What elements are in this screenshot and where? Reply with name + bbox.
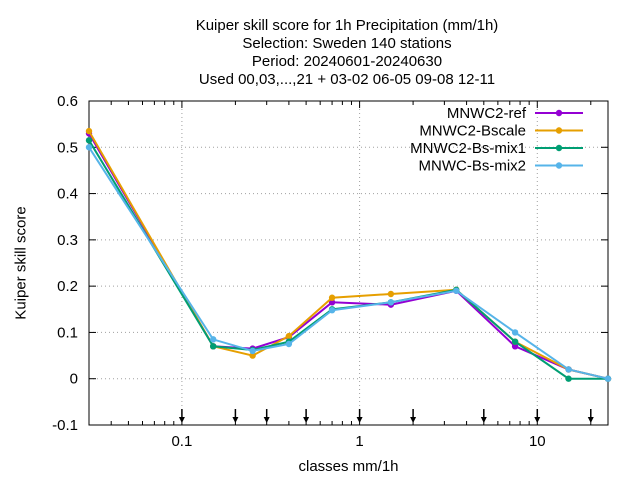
series-line — [88, 146, 609, 380]
data-point — [285, 340, 293, 348]
data-point — [387, 290, 395, 298]
y-tick-label: 0 — [70, 371, 78, 388]
threshold-arrow-head — [410, 417, 417, 423]
threshold-arrow-head — [356, 417, 363, 423]
data-point — [565, 375, 572, 382]
data-point — [85, 127, 93, 135]
data-point — [249, 347, 256, 355]
data-point — [328, 299, 336, 306]
chart-title: Kuiper skill score for 1h Precipitation … — [196, 17, 499, 88]
threshold-arrows — [178, 409, 594, 423]
y-tick-label: 0.3 — [57, 232, 78, 249]
y-tick-label: 0.6 — [57, 93, 78, 110]
y-tick-label: 0.2 — [57, 278, 78, 295]
threshold-arrow-head — [232, 417, 239, 423]
title-line: Used 00,03,...,21 + 03-02 06-05 09-08 12… — [199, 71, 495, 88]
threshold-arrow-head — [303, 417, 310, 423]
x-tick-label: 0.1 — [171, 433, 192, 450]
title-line: Selection: Sweden 140 stations — [242, 35, 451, 52]
threshold-arrow-head — [480, 417, 487, 423]
data-point — [604, 375, 612, 382]
series-line — [88, 130, 609, 380]
legend-swatch-point — [555, 109, 563, 117]
y-tick-label: -0.1 — [52, 417, 78, 434]
data-point — [565, 366, 572, 373]
data-point — [511, 338, 519, 345]
title-line: Kuiper skill score for 1h Precipitation … — [196, 17, 499, 34]
series-MNWC-Bs-mix2 — [85, 144, 612, 382]
threshold-arrow-head — [178, 417, 185, 423]
legend-swatch-point — [555, 144, 563, 152]
data-point — [209, 343, 217, 350]
legend: MNWC2-refMNWC2-BscaleMNWC2-Bs-mix1MNWC-B… — [410, 105, 583, 175]
data-point — [511, 329, 519, 336]
data-point — [453, 287, 460, 294]
y-tick-label: 0.4 — [57, 186, 78, 203]
x-tick-label: 10 — [529, 433, 546, 450]
series — [85, 127, 612, 382]
legend-swatch-point — [555, 127, 563, 134]
y-tick-label: 0.1 — [57, 324, 78, 341]
y-axis-label: Kuiper skill score — [12, 206, 29, 319]
legend-label: MNWC2-Bs-mix1 — [410, 140, 526, 157]
data-point — [328, 307, 336, 314]
legend-swatch-point — [555, 162, 563, 169]
x-tick-label: 1 — [355, 433, 363, 450]
legend-label: MNWC2-ref — [447, 105, 527, 122]
data-point — [209, 336, 217, 343]
data-point — [85, 137, 93, 144]
plot-frame — [88, 100, 609, 426]
x-axis-label: classes mm/1h — [298, 458, 398, 475]
threshold-arrow-head — [534, 417, 541, 423]
legend-label: MNWC-Bs-mix2 — [419, 158, 526, 175]
data-point — [511, 343, 519, 350]
data-point — [249, 352, 256, 359]
title-line: Period: 20240601-20240630 — [252, 53, 442, 70]
y-tick-label: 0.5 — [57, 139, 78, 156]
threshold-arrow-head — [263, 417, 270, 423]
data-point — [387, 299, 395, 306]
data-point — [328, 294, 336, 301]
data-point — [85, 144, 93, 151]
grid — [89, 101, 608, 425]
data-point — [285, 332, 293, 340]
legend-label: MNWC2-Bscale — [419, 123, 526, 140]
threshold-arrow-head — [587, 417, 594, 423]
